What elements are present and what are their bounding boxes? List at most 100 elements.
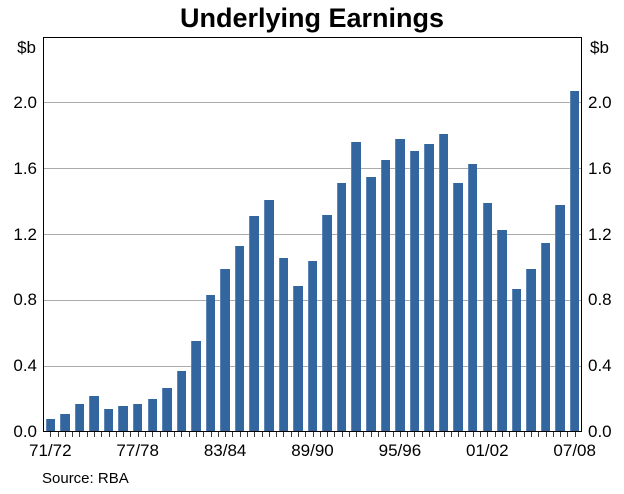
bar-72-73: [60, 413, 70, 432]
bar-78-79: [147, 399, 157, 432]
bar-91-92: [336, 183, 347, 432]
x-axis-tick: [217, 432, 219, 437]
bar-81-82: [191, 341, 201, 432]
x-axis-tick: [494, 432, 496, 437]
x-axis-tick: [290, 432, 292, 437]
bar-90-91: [322, 214, 332, 432]
bar-86-87: [264, 199, 274, 432]
x-tick-label: 77/78: [116, 441, 159, 460]
x-axis-tick: [319, 432, 321, 437]
x-axis-tick: [93, 432, 95, 437]
x-axis-tick: [130, 432, 132, 437]
bar-03-04: [511, 288, 522, 432]
x-axis-tick: [123, 432, 125, 437]
y-tick-label-left: 0.8: [13, 290, 37, 310]
bar-98-99: [438, 134, 449, 432]
source-note: Source: RBA: [42, 470, 129, 487]
bar-87-88: [278, 257, 289, 432]
bar-73-74: [74, 404, 85, 432]
x-axis-tick: [246, 432, 248, 437]
bar-02-03: [497, 229, 507, 432]
x-axis-tick: [312, 432, 314, 437]
x-axis-tick: [363, 432, 365, 437]
x-axis-tick: [305, 432, 307, 437]
x-axis-tick: [195, 432, 197, 437]
bar-74-75: [89, 395, 99, 432]
x-tick-label: 89/90: [291, 441, 334, 460]
x-axis-tick: [101, 432, 103, 437]
x-axis-tick: [501, 432, 503, 437]
bar-79-80: [162, 387, 172, 432]
y-axis-unit-left: $b: [17, 38, 36, 57]
y-tick-label-right: 1.2: [588, 224, 612, 244]
x-axis-tick: [509, 432, 511, 437]
x-axis-tick: [399, 432, 401, 437]
bar-75-76: [103, 408, 114, 432]
x-axis-tick: [552, 432, 554, 437]
bar-80-81: [176, 371, 187, 432]
bar-89-90: [307, 260, 318, 432]
x-axis-tick: [297, 432, 299, 437]
x-axis-tick: [115, 432, 117, 437]
x-axis-tick: [276, 432, 278, 437]
y-tick-label-left: 0.4: [13, 356, 37, 376]
x-axis-tick: [487, 432, 489, 437]
x-axis-tick: [421, 432, 423, 437]
y-tick-label-right: 1.6: [588, 158, 612, 178]
x-axis-tick: [137, 432, 139, 437]
bar-83-84: [220, 269, 230, 432]
x-axis-tick: [108, 432, 110, 437]
x-axis-tick: [144, 432, 146, 437]
bar-71-72: [45, 418, 56, 432]
x-axis-tick: [341, 432, 343, 437]
x-tick-label: 95/96: [378, 441, 422, 460]
x-axis-tick: [174, 432, 176, 437]
y-tick-label-right: 0.0: [588, 422, 612, 441]
x-axis-tick: [181, 432, 183, 437]
x-axis-tick: [458, 432, 460, 437]
bar-77-78: [132, 404, 143, 432]
x-axis-tick: [414, 432, 416, 437]
x-axis-tick: [159, 432, 161, 437]
x-axis-tick: [450, 432, 452, 437]
gridline: [43, 234, 582, 235]
x-axis-tick: [327, 432, 329, 437]
y-tick-label-right: 0.4: [588, 356, 612, 376]
x-axis-tick: [443, 432, 445, 437]
x-axis-tick: [407, 432, 409, 437]
x-axis-tick: [188, 432, 190, 437]
bar-99-00: [453, 183, 463, 432]
bar-06-07: [555, 204, 565, 432]
x-axis-tick: [567, 432, 569, 437]
x-axis-tick: [385, 432, 387, 437]
x-axis-tick: [203, 432, 205, 437]
x-tick-label: 01/02: [466, 441, 509, 460]
bar-76-77: [118, 405, 128, 432]
x-axis-tick: [356, 432, 358, 437]
x-axis-tick: [334, 432, 336, 437]
x-axis-tick: [50, 432, 52, 437]
bar-88-89: [293, 285, 303, 432]
x-axis-tick: [523, 432, 525, 437]
y-tick-label-left: 1.2: [13, 224, 37, 244]
bar-85-86: [249, 216, 259, 432]
y-tick-label-left: 1.6: [13, 158, 37, 178]
x-axis-tick: [370, 432, 372, 437]
x-axis-tick: [261, 432, 263, 437]
bar-97-98: [424, 143, 434, 432]
gridline: [43, 102, 582, 104]
bar-84-85: [234, 246, 245, 432]
x-axis-tick: [152, 432, 154, 437]
y-tick-label-left: 2.0: [13, 92, 37, 112]
plot-frame: [43, 37, 582, 432]
y-tick-label-left: 0.0: [13, 422, 37, 441]
y-tick-label-right: 2.0: [588, 92, 612, 112]
x-axis-tick: [436, 432, 438, 437]
x-axis-tick: [545, 432, 547, 437]
x-axis-tick: [392, 432, 394, 437]
gridline: [43, 168, 582, 170]
x-axis-tick: [531, 432, 532, 437]
x-tick-label: 71/72: [29, 441, 72, 460]
bar-05-06: [540, 242, 551, 432]
x-axis-tick: [57, 432, 59, 437]
